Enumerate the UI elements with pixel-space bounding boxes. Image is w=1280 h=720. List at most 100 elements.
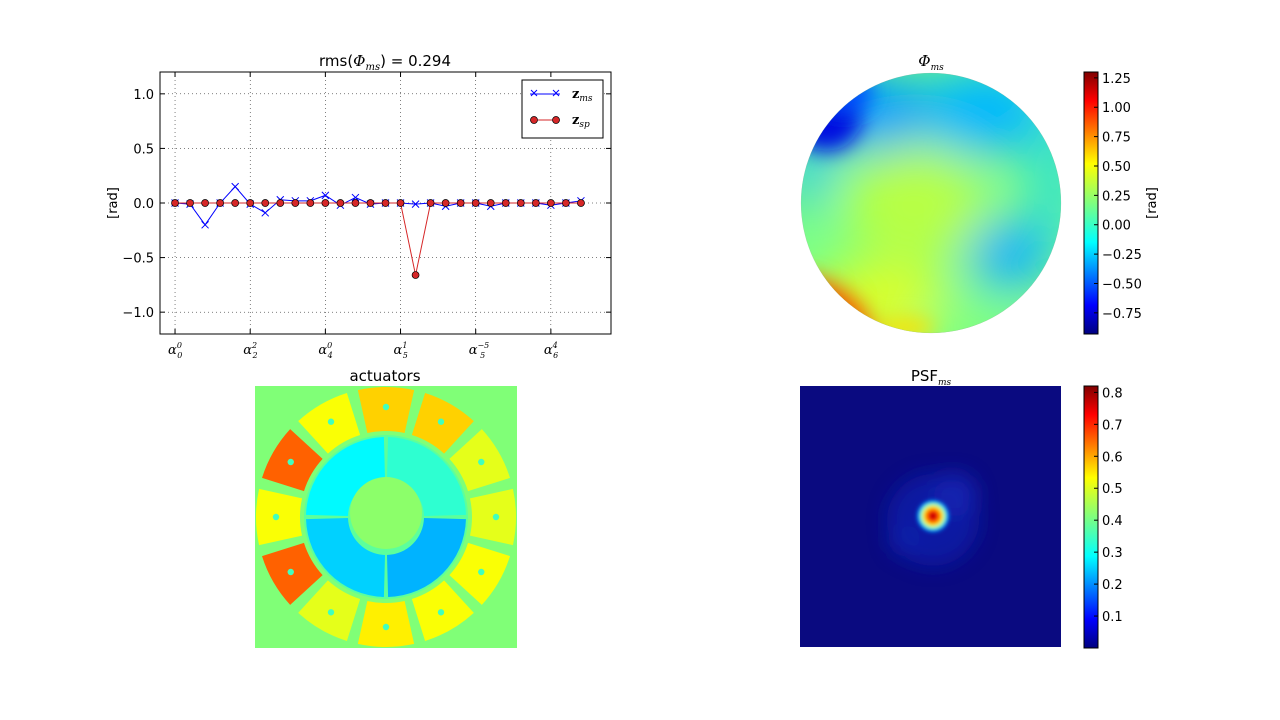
- x-tick-label: α4 6: [544, 341, 558, 360]
- colorbar-tick-label: 0.7: [1102, 418, 1123, 433]
- y-tick-label: 0.5: [133, 142, 154, 157]
- phase-colorbar-gradient: [1083, 71, 1099, 335]
- point-sp: [261, 199, 270, 207]
- phase-colorbar: 1.251.000.750.500.250.00−0.25−0.50−0.75 …: [1083, 71, 1160, 335]
- point-sp: [411, 271, 420, 279]
- actuator-hole: [272, 513, 280, 521]
- actuator-hole: [287, 568, 294, 576]
- colorbar-tick-label: 1.25: [1102, 72, 1131, 87]
- colorbar-tick-label: −0.50: [1102, 277, 1142, 292]
- actuator-middle-segment: [386, 437, 466, 517]
- point-sp: [246, 199, 255, 207]
- phase-colorbar-label: [rad]: [1145, 187, 1160, 219]
- psf-image: [800, 386, 1061, 647]
- point-ms: [261, 208, 270, 217]
- colorbar-tick-label: 0.00: [1102, 219, 1131, 234]
- colorbar-tick-label: 0.1: [1102, 610, 1123, 625]
- x-tick-label: α0 0: [168, 341, 182, 360]
- legend-marker-x: [530, 89, 560, 97]
- actuators-title: actuators: [349, 367, 420, 385]
- actuator-hole: [382, 623, 390, 631]
- actuators-outer-ring: [256, 387, 516, 647]
- point-sp: [216, 199, 224, 207]
- point-ms: [351, 193, 360, 202]
- actuators-middle-ring: [306, 437, 466, 597]
- colorbar-tick-label: 0.8: [1102, 386, 1123, 401]
- series-line-sp: [175, 202, 581, 276]
- point-sp: [396, 199, 405, 207]
- point-sp: [201, 199, 209, 207]
- phase-map-panel: Φms 1.251.000.7: [800, 52, 1160, 335]
- coefficients-line-chart: rms(Φms) = 0.294 1.0 0.5 0.0 −0.5 −1.0 α0 0 α2…: [106, 52, 612, 360]
- point-ms: [411, 200, 420, 208]
- point-sp: [351, 199, 360, 207]
- colorbar-tick-label: −0.75: [1102, 307, 1142, 322]
- actuator-hole: [478, 568, 485, 576]
- line-chart-x-ticks: α0 0 α2 2 α0 4 α1 5 α−5 5 α4 6: [168, 72, 558, 360]
- line-chart-y-axis-label: [rad]: [106, 187, 121, 219]
- point-sp: [366, 199, 375, 207]
- x-tick-label: α2 2: [243, 341, 257, 360]
- colorbar-tick-label: 0.3: [1102, 546, 1123, 561]
- colorbar-tick-label: 0.50: [1102, 160, 1131, 175]
- point-sp: [441, 199, 450, 207]
- colorbar-tick-label: −0.25: [1102, 248, 1142, 263]
- psf-peak: [916, 499, 950, 533]
- colorbar-tick-label: 0.2: [1102, 578, 1123, 593]
- line-chart-y-ticks: 1.0 0.5 0.0 −0.5 −1.0: [122, 88, 611, 321]
- point-ms: [231, 182, 240, 191]
- actuators-panel: actuators: [255, 367, 517, 648]
- point-ms: [201, 220, 209, 229]
- point-sp: [471, 199, 480, 207]
- point-sp: [276, 199, 285, 207]
- point-sp: [562, 199, 570, 207]
- colorbar-tick-label: 1.00: [1102, 101, 1131, 116]
- point-sp: [291, 199, 300, 207]
- actuator-hole: [437, 609, 445, 616]
- point-sp: [501, 199, 510, 207]
- actuator-middle-segment: [306, 437, 386, 517]
- colorbar-tick-label: 0.25: [1102, 189, 1131, 204]
- point-sp: [531, 199, 540, 207]
- actuator-hole: [478, 458, 485, 466]
- point-sp: [547, 199, 555, 207]
- actuator-center: [350, 477, 422, 549]
- point-ms: [321, 191, 330, 200]
- actuator-hole: [437, 418, 445, 425]
- actuator-hole: [327, 609, 335, 616]
- pupil-outline: [800, 72, 1062, 334]
- point-sp: [426, 199, 435, 207]
- phase-map-image: [801, 73, 1061, 333]
- y-tick-label: −1.0: [122, 306, 154, 321]
- y-tick-label: 0.0: [133, 197, 154, 212]
- point-sp: [171, 199, 179, 207]
- line-chart-series-layer: [171, 182, 585, 279]
- colorbar-tick-label: 0.4: [1102, 514, 1123, 529]
- actuator-hole: [327, 418, 335, 425]
- legend-label-sp: zsp: [572, 113, 590, 130]
- actuator-hole: [287, 458, 294, 466]
- y-tick-label: −0.5: [122, 252, 154, 267]
- point-sp: [336, 199, 345, 207]
- y-tick-label: 1.0: [133, 88, 154, 103]
- line-chart-title: rms(Φms) = 0.294: [319, 52, 451, 73]
- colorbar-tick-label: 0.5: [1102, 482, 1123, 497]
- point-sp: [306, 199, 315, 207]
- x-tick-label: α0 4: [318, 341, 332, 360]
- actuator-hole: [492, 513, 500, 521]
- actuator-middle-segment: [386, 517, 466, 597]
- legend-marker-circle: [530, 116, 538, 124]
- actuator-middle-segment: [306, 517, 386, 597]
- point-sp: [486, 199, 495, 207]
- colorbar-tick-label: 0.75: [1102, 131, 1131, 146]
- point-sp: [456, 199, 465, 207]
- point-sp: [186, 199, 194, 207]
- point-sp: [321, 199, 330, 207]
- psf-panel: PSFms 0.8 0.7 0.6 0.5 0.4 0.3 0.2 0.1: [800, 367, 1123, 649]
- phase-map-title: Φms: [918, 52, 944, 73]
- x-tick-label: α1 5: [394, 341, 408, 360]
- point-sp: [231, 199, 240, 207]
- point-sp: [577, 199, 585, 207]
- legend-entry-ms: zms: [530, 87, 593, 104]
